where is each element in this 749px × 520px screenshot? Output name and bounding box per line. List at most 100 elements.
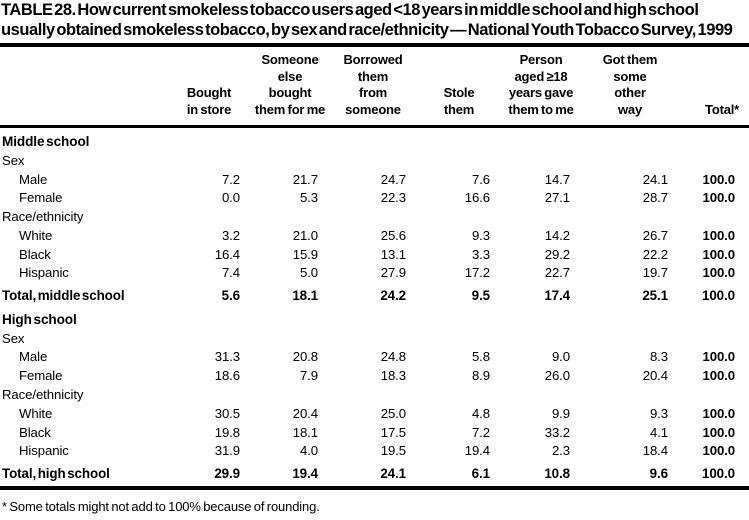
cell-value: 16.4 [214, 246, 240, 262]
cell-value: 9.3 [471, 227, 490, 243]
cell-value: 7.2 [471, 424, 490, 440]
cell-value: 27.9 [380, 265, 406, 281]
cell-value: 100.0 [702, 349, 735, 365]
row-label: Hispanic [19, 265, 69, 281]
total-row: Total, middle school 5.6 18.1 24.2 9.5 17.4 25… [0, 283, 749, 307]
cell-value [418, 127, 502, 152]
column-header: Borrowed them from someone [330, 47, 418, 128]
cell-value: 20.4 [642, 368, 668, 384]
cell-value: 22.7 [544, 265, 570, 281]
table-title: TABLE 28. How current smokeless tobacco … [1, 1, 733, 39]
cell-value: 22.2 [642, 246, 668, 262]
cell-value: 17.2 [464, 265, 490, 281]
column-header: Bought in store [168, 47, 252, 128]
cell-value: 17.5 [380, 424, 406, 440]
cell-value: 26.0 [544, 368, 570, 384]
total-row: Total, high school 29.9 19.4 24.1 6.1 10.8 9.6… [0, 461, 749, 485]
group-row: Race/ethnicity [0, 208, 749, 227]
cell-value [680, 151, 749, 170]
row-label: Male [19, 171, 48, 187]
cell-value: 15.9 [292, 246, 318, 262]
row-label: Middle school [2, 134, 90, 149]
cell-value [418, 307, 502, 329]
cell-value: 24.2 [380, 287, 406, 303]
title-rule [0, 43, 749, 47]
cell-value: 20.8 [292, 349, 318, 365]
cell-value: 25.1 [642, 287, 668, 303]
cell-value: 28.7 [642, 190, 668, 206]
item-row: Male 7.2 21.7 24.7 7.6 14.7 24.1 100.0 [0, 170, 749, 189]
row-label: White [19, 405, 53, 421]
cell-value: 20.4 [292, 405, 318, 421]
cell-value: 25.0 [380, 405, 406, 421]
cell-value: 30.5 [214, 405, 240, 421]
cell-value [582, 386, 680, 405]
cell-value [330, 208, 418, 227]
cell-value: 24.7 [380, 171, 406, 187]
row-label: Total, middle school [2, 287, 125, 303]
cell-value: 100.0 [702, 424, 735, 440]
cell-value [502, 386, 582, 405]
cell-value: 0.0 [221, 190, 240, 206]
data-table: Bought in store Someone else bought them … [0, 47, 749, 485]
cell-value: 4.8 [471, 405, 490, 421]
cell-value [330, 307, 418, 329]
cell-value [418, 386, 502, 405]
cell-value: 22.3 [380, 190, 406, 206]
cell-value [252, 151, 330, 170]
cell-value: 5.0 [299, 265, 318, 281]
column-header: Someone else bought them for me [252, 47, 330, 128]
cell-value [680, 386, 749, 405]
row-label: Black [19, 246, 51, 262]
cell-value: 14.2 [544, 227, 570, 243]
cell-value [418, 208, 502, 227]
cell-value [252, 307, 330, 329]
cell-value [582, 307, 680, 329]
cell-value: 29.9 [214, 465, 240, 481]
item-row: White 3.2 21.0 25.6 9.3 14.2 26.7 100.0 [0, 227, 749, 246]
cell-value: 18.4 [642, 443, 668, 459]
cell-value [502, 307, 582, 329]
item-row: White 30.5 20.4 25.0 4.8 9.9 9.3 100.0 [0, 404, 749, 423]
table-body: Middle school Sex Male 7.2 21.7 24.7 7.6 14.7 24… [0, 127, 749, 485]
row-label: Female [19, 368, 63, 384]
section-row: High school [0, 307, 749, 329]
column-header: Total* [680, 47, 749, 128]
item-row: Male 31.3 20.8 24.8 5.8 9.0 8.3 100.0 [0, 348, 749, 367]
cell-value: 18.3 [380, 368, 406, 384]
cell-value: 100.0 [702, 368, 735, 384]
header-row: Bought in store Someone else bought them … [0, 47, 749, 128]
cell-value: 100.0 [701, 465, 735, 481]
cell-value [168, 329, 252, 348]
row-label: Hispanic [19, 443, 69, 459]
cell-value: 24.8 [380, 349, 406, 365]
cell-value: 19.5 [380, 443, 406, 459]
cell-value: 3.2 [221, 227, 240, 243]
cell-value: 100.0 [702, 246, 735, 262]
cell-value: 9.6 [649, 465, 668, 481]
column-header: Stole them [418, 47, 502, 128]
cell-value: 7.2 [221, 171, 240, 187]
row-label: Sex [2, 330, 25, 346]
cell-value: 7.6 [471, 171, 490, 187]
cell-value [582, 208, 680, 227]
group-row: Sex [0, 151, 749, 170]
cell-value: 19.8 [214, 424, 240, 440]
cell-value: 100.0 [702, 405, 735, 421]
row-label-column-header [0, 47, 168, 128]
cell-value: 24.1 [380, 465, 406, 481]
cell-value: 4.1 [649, 424, 668, 440]
cell-value: 17.4 [544, 287, 570, 303]
cell-value: 33.2 [544, 424, 570, 440]
cell-value: 100.0 [702, 190, 735, 206]
cell-value [582, 151, 680, 170]
footnote: * Some totals might not add to 100% beca… [2, 498, 320, 514]
row-label: Black [19, 424, 51, 440]
item-row: Female 18.6 7.9 18.3 8.9 26.0 20.4 100.0 [0, 367, 749, 386]
row-label: Total, high school [2, 465, 110, 481]
item-row: Female 0.0 5.3 22.3 16.6 27.1 28.7 100.0 [0, 189, 749, 208]
cell-value [502, 151, 582, 170]
cell-value [582, 127, 680, 152]
cell-value [680, 307, 749, 329]
